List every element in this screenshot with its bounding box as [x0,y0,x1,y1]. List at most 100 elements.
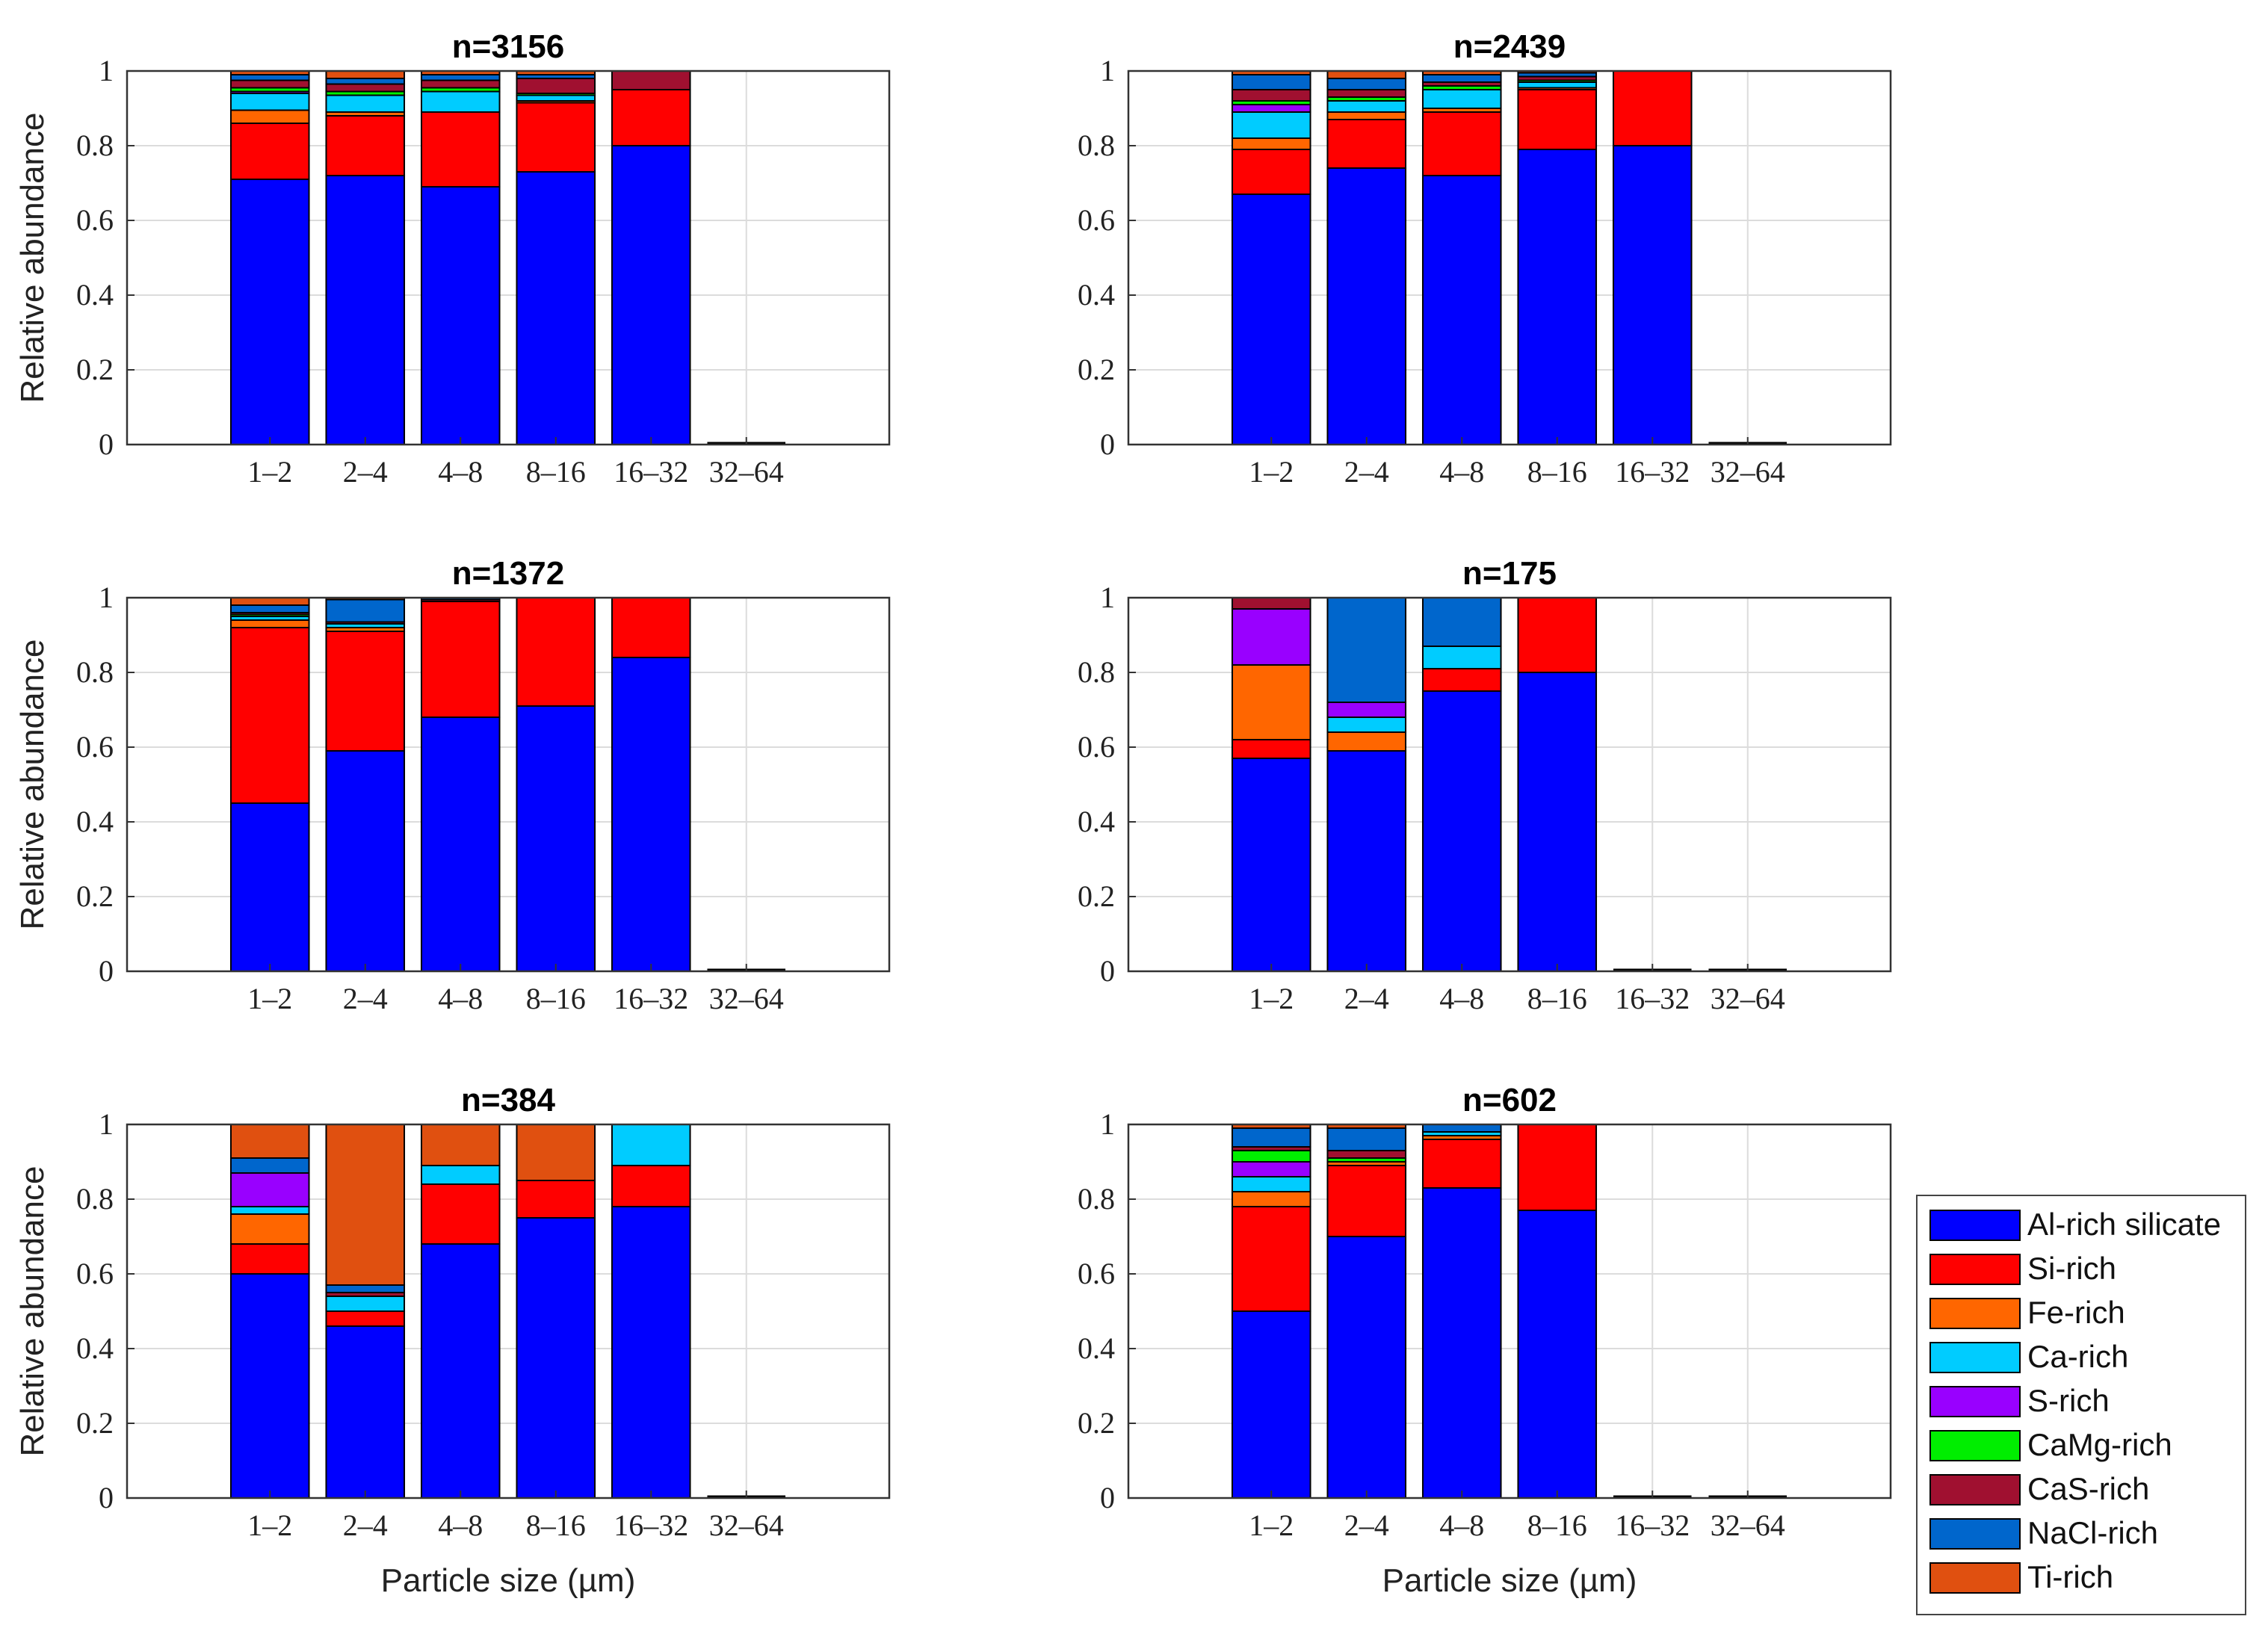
x-tick-label: 32–64 [1711,455,1785,489]
panel-5: 0 0.2 0.4 0.6 0.8 1 1–2 2–4 4–8 8–16 16–32 32–64 n=3… [14,1082,891,1599]
bar-segment [516,1180,596,1219]
bar-segment [325,1296,406,1312]
bar-segment [325,598,406,623]
bar-segment [420,601,501,718]
bar-segment [1231,1161,1311,1177]
y-tick-label: 0 [99,1481,114,1514]
legend-swatch [1929,1342,2021,1373]
bar-segment [611,145,691,445]
bar-segment [516,597,596,707]
bar-segment [1326,750,1407,972]
y-tick-label: 1 [99,581,114,614]
axes-box [126,69,891,446]
y-tick-label: 0.4 [1078,1331,1115,1365]
panels-group: 0 0.2 0.4 0.6 0.8 1 1–2 2–4 4–8 8–16 16–32 32–64 n=3… [14,28,1892,1599]
axes-box [1127,69,1892,446]
legend-label: CaMg-rich [2027,1427,2172,1462]
x-tick-label: 4–8 [1439,1508,1484,1542]
bar-segment [516,102,596,173]
bar-segment [1612,145,1693,445]
bar-segment [1231,1206,1311,1312]
bar-segment [1517,149,1598,445]
y-tick-label: 0.8 [76,655,114,689]
bar-segment [1326,111,1407,120]
panel-4: 0 0.2 0.4 0.6 0.8 1 1–2 2–4 4–8 8–16 16–32 32–64 n=1… [1078,555,1892,1015]
x-tick-label: 4–8 [438,982,483,1015]
panel-title: n=384 [461,1082,556,1118]
bar-segment [420,1243,501,1499]
x-tick-label: 8–16 [1527,1508,1587,1542]
axes-box [126,1123,891,1500]
bar-segment [420,111,501,188]
x-tick-label: 16–32 [1615,982,1690,1015]
y-tick-label: 0.6 [1078,730,1115,764]
y-tick-label: 0 [1100,954,1115,988]
y-axis-label: Relative abundance [14,113,51,403]
x-tick-label: 2–4 [343,455,388,489]
x-tick-label: 32–64 [1711,982,1785,1015]
y-tick-label: 1 [99,54,114,87]
axes-box [1127,596,1892,973]
bar-segment [516,705,596,972]
bar-segment [420,90,501,113]
x-tick-label: 16–32 [614,1508,688,1542]
bar-segment [325,750,406,972]
bar-segment [420,79,501,89]
bar-segment [1517,1124,1598,1211]
y-tick-label: 0.2 [76,353,114,386]
bar-segment [325,83,406,93]
bar-segment [229,1273,310,1499]
bar-segment [1231,1176,1311,1192]
x-tick-label: 8–16 [526,1508,586,1542]
y-tick-label: 0 [1100,427,1115,461]
x-tick-label: 16–32 [1615,455,1690,489]
bar-segment [611,1165,691,1207]
bar-segment [325,1325,406,1499]
bar-segment [1517,672,1598,972]
bar-segment [229,93,310,111]
y-axis-label: Relative abundance [14,640,51,930]
bar-segment [1421,646,1502,669]
y-tick-label: 0 [99,954,114,988]
x-tick-label: 8–16 [1527,455,1587,489]
bar-segment [1231,597,1311,610]
x-tick-label: 8–16 [1527,982,1587,1015]
bar-segment [1517,89,1598,150]
legend-label: S-rich [2027,1383,2110,1418]
panel-title: n=175 [1462,555,1557,592]
bar-segment [420,1165,501,1185]
bar-segment [1326,70,1407,79]
bar-segment [1421,597,1502,647]
y-tick-label: 0.6 [1078,1257,1115,1290]
bar-segment [1326,1165,1407,1237]
bar-segment [229,597,310,606]
bar-segment [1421,1139,1502,1189]
y-tick-label: 0.6 [76,730,114,764]
bar-segment [325,1124,406,1286]
bar-segment [1326,1127,1407,1151]
x-axis-label: Particle size (µm) [381,1562,636,1599]
bar-segment [1421,690,1502,972]
legend-swatch [1929,1254,2021,1285]
legend-swatch [1929,1210,2021,1241]
bar-segment [1517,1210,1598,1499]
y-tick-label: 0 [1100,1481,1115,1514]
bar-segment [325,78,406,85]
legend-label: Al-rich silicate [2027,1207,2221,1242]
legend-swatch [1929,1474,2021,1505]
bar-segment [611,1206,691,1499]
bar-segment [1612,70,1693,146]
x-tick-label: 2–4 [1344,1508,1389,1542]
bar-segment [1231,608,1311,666]
bar-segment [1231,1127,1311,1148]
bar-segment [1326,702,1407,718]
bar-segment [1421,111,1502,176]
bar-segment [229,1157,310,1174]
y-tick-label: 0.8 [76,129,114,162]
legend-swatch [1929,1386,2021,1417]
bar-segment [1231,194,1311,445]
panel-title: n=602 [1462,1082,1557,1118]
bar-segment [611,70,691,90]
panel-3: 0 0.2 0.4 0.6 0.8 1 1–2 2–4 4–8 8–16 16–32 32–64 n=1… [14,555,891,1015]
